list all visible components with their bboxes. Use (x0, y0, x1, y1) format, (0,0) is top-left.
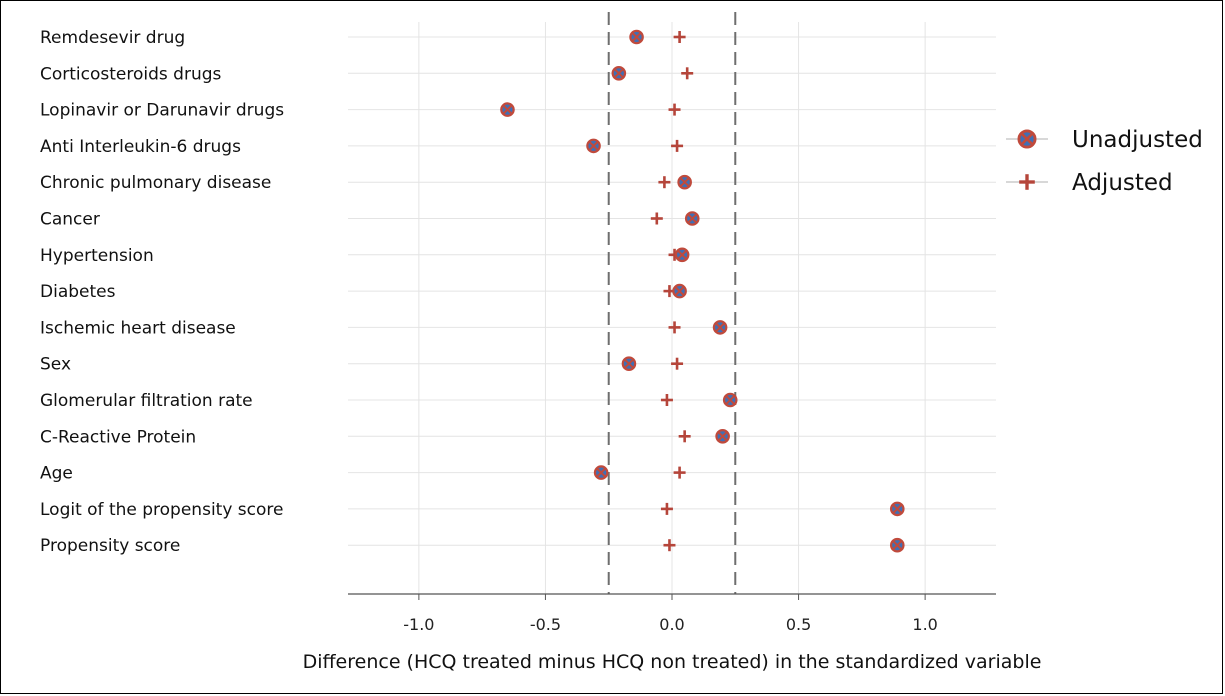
adjusted-point (678, 430, 691, 443)
adjusted-point (668, 321, 681, 334)
variable-label: Hypertension (40, 246, 154, 266)
unadjusted-point (672, 283, 687, 299)
adjusted-point (658, 176, 671, 189)
variable-label: Ischemic heart disease (40, 318, 236, 338)
variable-label: Chronic pulmonary disease (40, 173, 271, 193)
unadjusted-point (677, 174, 692, 190)
legend-item-unadjusted: Unadjusted (1006, 127, 1203, 153)
unadjusted-point (715, 428, 730, 444)
variable-label: Anti Interleukin-6 drugs (40, 137, 241, 157)
adjusted-point (681, 67, 694, 80)
reference-lines (607, 12, 737, 594)
variable-label: Lopinavir or Darunavir drugs (40, 101, 284, 121)
variable-labels: Remdesevir drug Corticosteroids drugs Lopi… (40, 28, 284, 556)
unadjusted-point (889, 501, 905, 517)
variable-label: Remdesevir drug (40, 28, 185, 48)
legend-adjusted-marker (1019, 174, 1035, 190)
adjusted-point (663, 539, 676, 552)
x-axis-title: Difference (HCQ treated minus HCQ non tr… (303, 651, 1042, 673)
legend-label: Adjusted (1072, 170, 1173, 196)
unadjusted-point (684, 211, 700, 226)
legend: Unadjusted Adjusted (1006, 127, 1203, 196)
unadjusted-point (712, 320, 728, 335)
unadjusted-point (621, 356, 637, 371)
unadjusted-point (611, 66, 627, 81)
variable-label: Age (40, 464, 73, 484)
variable-label: Glomerular filtration rate (40, 391, 253, 411)
variable-label: Propensity score (40, 536, 180, 556)
x-tick-label: 0.0 (659, 615, 684, 634)
legend-label: Unadjusted (1072, 127, 1203, 153)
unadjusted-point (629, 29, 644, 45)
variable-label: C-Reactive Protein (40, 427, 196, 447)
x-tick-label: -0.5 (530, 615, 561, 634)
variable-label: Corticosteroids drugs (40, 64, 222, 84)
x-axis: -1.0 -0.5 0.0 0.5 1.0 (348, 593, 996, 634)
unadjusted-point (722, 392, 738, 408)
adjusted-point (660, 502, 673, 515)
adjusted-point (660, 394, 673, 406)
unadjusted-point (500, 102, 515, 117)
x-tick-label: 0.5 (786, 615, 811, 634)
x-tick-label: -1.0 (403, 615, 434, 634)
adjusted-point (671, 139, 684, 152)
adjusted-point (673, 466, 686, 479)
adjusted-point (673, 31, 686, 43)
unadjusted-point (889, 537, 905, 553)
variable-label: Logit of the propensity score (40, 500, 283, 520)
unadjusted-point (674, 247, 690, 263)
adjusted-point (671, 357, 684, 370)
adjusted-point (668, 103, 681, 116)
unadjusted-point (593, 465, 609, 480)
variable-label: Cancer (40, 210, 100, 230)
adjusted-point (650, 212, 663, 225)
variable-label: Sex (40, 355, 71, 375)
x-tick-label: 1.0 (912, 615, 937, 634)
data-points (500, 29, 905, 553)
legend-item-adjusted: Adjusted (1006, 170, 1173, 196)
legend-unadjusted-marker (1017, 129, 1037, 149)
variable-label: Diabetes (40, 282, 116, 302)
unadjusted-point (586, 138, 601, 154)
